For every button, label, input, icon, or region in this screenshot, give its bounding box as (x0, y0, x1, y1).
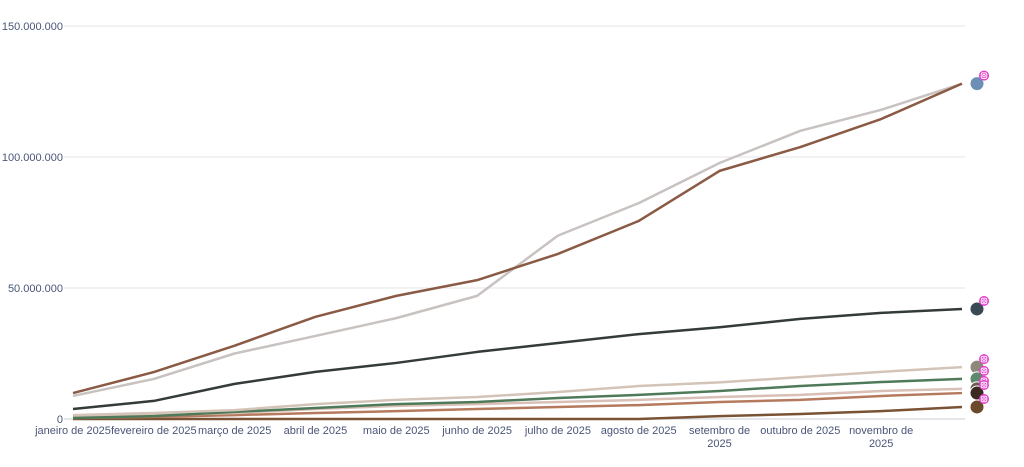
instagram-icon-frame (980, 395, 988, 403)
instagram-icon-frame (980, 381, 988, 389)
x-tick-label: março de 2025 (198, 425, 271, 437)
instagram-icon-frame (980, 297, 988, 305)
instagram-icon-lens (982, 357, 986, 361)
x-tick-label: outubro de 2025 (760, 425, 840, 437)
y-tick-label: 0 (57, 414, 63, 426)
series-line (72, 365, 963, 417)
series-line (72, 377, 963, 420)
x-tick-label: julho de 2025 (524, 425, 591, 437)
x-tick-label: setembro de (689, 425, 750, 437)
x-tick-label: junho de 2025 (441, 425, 512, 437)
y-tick-label: 150.000.000 (2, 21, 63, 33)
instagram-icon-lens (982, 73, 986, 78)
instagram-icon-frame (980, 355, 988, 363)
x-tick-label: maio de 2025 (363, 425, 430, 437)
instagram-icon (979, 295, 989, 306)
x-tick-label: fevereiro de 2025 (111, 425, 197, 437)
x-tick-label: novembro de (849, 425, 913, 437)
series-line (72, 391, 963, 420)
y-tick-label: 50.000.000 (8, 283, 63, 295)
instagram-icon (979, 70, 989, 81)
avatar (969, 76, 985, 92)
series-line (72, 82, 963, 395)
instagram-icon-lens (982, 369, 986, 373)
instagram-icon-lens (982, 299, 986, 303)
instagram-icon-frame (980, 367, 988, 375)
avatar (969, 399, 985, 415)
x-tick-label: 2025 (869, 438, 893, 450)
series-line (72, 307, 963, 411)
series-line (72, 82, 963, 398)
x-tick-label: 2025 (707, 438, 731, 450)
instagram-icon-frame (980, 72, 988, 79)
x-tick-label: agosto de 2025 (601, 425, 677, 437)
instagram-icon (979, 380, 989, 391)
instagram-icon (979, 393, 989, 404)
instagram-icon-lens (982, 397, 986, 401)
avatar (969, 301, 985, 317)
x-tick-label: abril de 2025 (284, 425, 348, 437)
instagram-icon-lens (982, 383, 986, 387)
series-line (73, 405, 963, 421)
y-tick-label: 100.000.000 (2, 152, 63, 164)
x-tick-label: janeiro de 2025 (34, 425, 111, 437)
instagram-icon (979, 354, 989, 365)
instagram-icon (979, 365, 989, 376)
